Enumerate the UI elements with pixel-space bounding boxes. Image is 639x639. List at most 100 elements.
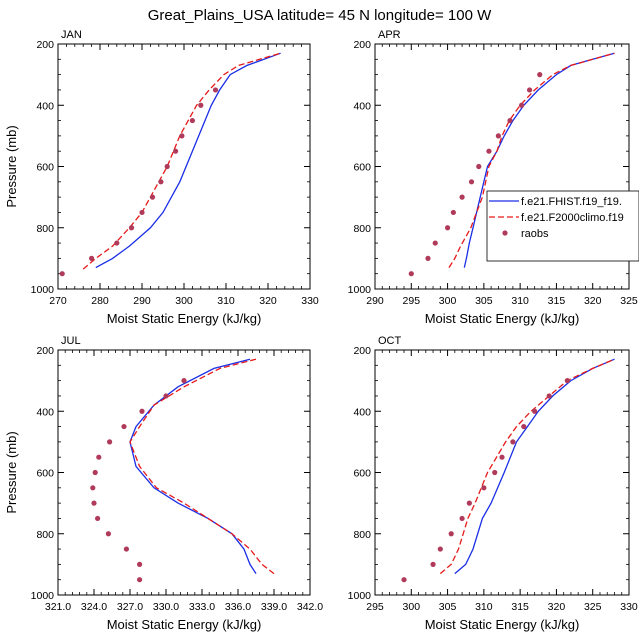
x-tick-label: 327.0: [117, 601, 143, 613]
series-fhist-line: [129, 358, 257, 574]
x-tick-label: 330: [301, 295, 319, 307]
x-tick-label: 290: [133, 295, 151, 307]
raobs-point: [158, 179, 164, 185]
raobs-point: [189, 117, 195, 124]
raobs-point: [486, 148, 492, 154]
y-tick-label: 800: [353, 529, 371, 541]
series-f2000climo-line: [439, 358, 615, 575]
raobs-point: [425, 255, 431, 261]
y-tick-label: 400: [353, 100, 371, 112]
x-tick-label: 342.0: [297, 601, 323, 613]
y-tick-label: 200: [36, 39, 54, 51]
raobs-point: [450, 209, 456, 216]
raobs-point: [121, 423, 127, 430]
raobs-point: [495, 133, 501, 139]
x-tick-label: 295: [366, 601, 384, 613]
y-tick-label: 800: [36, 529, 54, 541]
raobs-point: [105, 531, 111, 537]
raobs-point: [212, 87, 219, 93]
x-tick-label: 315: [548, 295, 566, 307]
series-fhist-line: [95, 52, 281, 269]
x-tick-label: 270: [49, 295, 67, 307]
x-axis-label: Moist Static Energy (kJ/kg): [107, 311, 262, 326]
y-tick-label: 1000: [31, 590, 55, 602]
legend-label: f.e21.FHIST.f19_f19.: [521, 196, 622, 208]
figure-title: Great_Plains_USA latitude= 45 N longitud…: [148, 7, 492, 24]
raobs-point: [179, 133, 185, 139]
x-tick-label: 300: [439, 295, 457, 307]
raobs-point: [137, 577, 143, 583]
raobs-point: [518, 102, 525, 108]
y-axis-label: Pressure (mb): [4, 431, 19, 513]
raobs-point: [437, 546, 443, 552]
y-tick-label: 600: [36, 468, 54, 480]
y-tick-label: 400: [36, 100, 54, 112]
raobs-point: [448, 531, 454, 537]
raobs-point: [139, 408, 145, 414]
raobs-point: [92, 469, 98, 476]
panel-jan: JAN 270 280 290 300 310 320 330 200 400 600 800 1000…: [4, 29, 319, 326]
x-tick-label: 330.0: [153, 601, 179, 613]
y-axis-label: Pressure (mb): [4, 125, 19, 207]
x-tick-label: 300: [403, 601, 421, 613]
x-tick-label: 290: [366, 295, 384, 307]
raobs-point: [546, 393, 552, 399]
y-tick-label: 600: [353, 468, 371, 480]
raobs-point: [164, 163, 170, 170]
x-axis-label: Moist Static Energy (kJ/kg): [425, 617, 580, 632]
raobs-point: [139, 209, 145, 216]
y-tick-label: 1000: [348, 590, 372, 602]
raobs-point: [507, 117, 513, 124]
x-tick-label: 305: [475, 295, 493, 307]
raobs-point: [430, 561, 436, 567]
y-tick-label: 200: [353, 39, 371, 51]
raobs-point: [459, 194, 465, 200]
panel-oct: OCT 295 300 305 310 315 320 325 330 200 400 600 800 1…: [348, 335, 638, 632]
raobs-point: [521, 423, 527, 430]
raobs-point: [492, 469, 498, 476]
raobs-point: [432, 240, 438, 246]
legend-marker-raobs: [502, 230, 508, 236]
raobs-point: [114, 240, 120, 246]
raobs-point: [89, 255, 95, 261]
plot-frame: [57, 43, 311, 290]
panel-jul: JUL 321.0 324.0 327.0 330.0 333.0 336.0 339.0 34…: [4, 335, 323, 632]
raobs-point: [173, 148, 179, 154]
x-tick-label: 324.0: [81, 601, 107, 613]
y-tick-label: 400: [36, 406, 54, 418]
panels: JAN 270 280 290 300 310 320 330 200 400 600 800 1000…: [4, 29, 639, 632]
plot-frame: [374, 349, 630, 596]
x-tick-label: 321.0: [45, 601, 71, 613]
legend-label: f.e21.F2000climo.f19: [521, 212, 624, 224]
x-tick-label: 310: [511, 295, 529, 307]
raobs-point: [181, 378, 187, 384]
raobs-point: [444, 225, 451, 231]
x-tick-label: 320: [548, 601, 566, 613]
series-fhist-line: [454, 358, 615, 575]
y-tick-label: 800: [36, 223, 54, 235]
x-tick-label: 300: [175, 295, 193, 307]
x-tick-label: 320: [259, 295, 277, 307]
raobs-point: [123, 546, 129, 552]
x-tick-label: 305: [439, 601, 457, 613]
raobs-point: [537, 72, 543, 78]
panel-apr: APR 290 295 300 305 310 315 320 325 200 400 600 800 1…: [348, 29, 639, 326]
x-tick-label: 320: [584, 295, 602, 307]
raobs-point: [163, 393, 169, 399]
raobs-point: [90, 485, 96, 491]
raobs-point: [96, 454, 102, 460]
legend-box: [486, 190, 639, 262]
x-tick-label: 325: [584, 601, 602, 613]
raobs-point: [532, 408, 538, 414]
y-tick-label: 200: [353, 345, 371, 357]
y-tick-label: 400: [353, 406, 371, 418]
x-axis-label: Moist Static Energy (kJ/kg): [425, 311, 580, 326]
raobs-point: [476, 163, 482, 170]
y-tick-label: 200: [36, 345, 54, 357]
series-f2000climo-line: [82, 52, 281, 270]
raobs-point: [466, 500, 472, 506]
raobs-point: [499, 454, 505, 460]
y-tick-label: 600: [353, 162, 371, 174]
x-tick-label: 330: [620, 601, 638, 613]
x-tick-label: 280: [91, 295, 109, 307]
